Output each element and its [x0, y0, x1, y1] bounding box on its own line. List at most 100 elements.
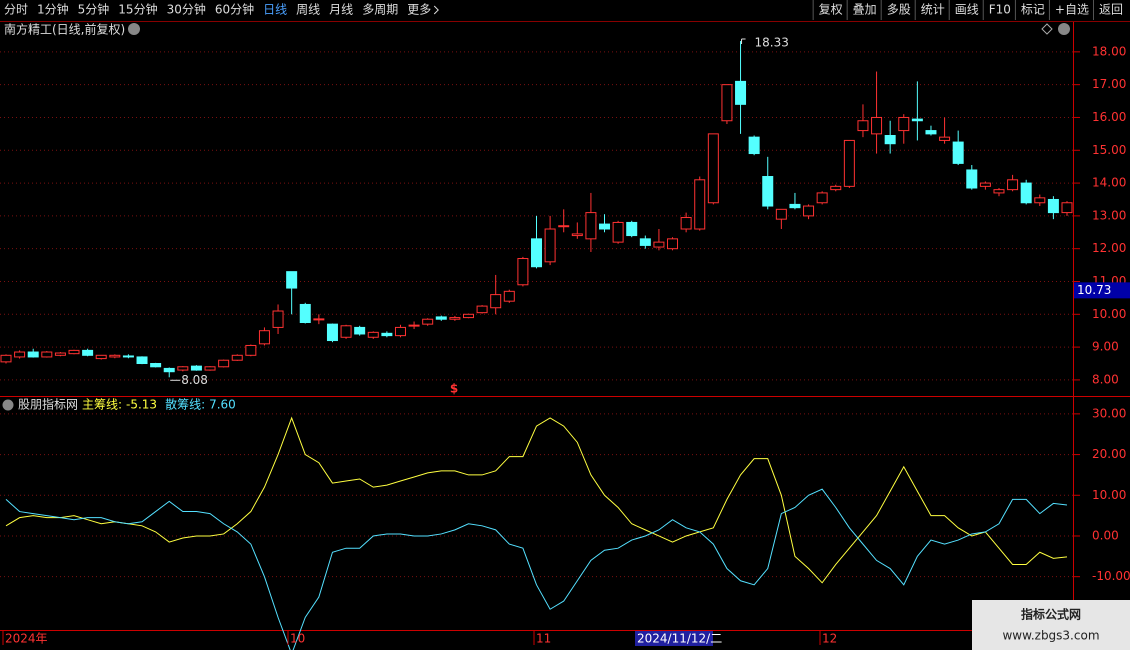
toolbar-tab[interactable]: 分时 — [4, 3, 28, 17]
y-tick-label: 14.00 — [1092, 176, 1126, 190]
candle-body — [898, 116, 910, 132]
toolbar-tab[interactable]: 60分钟 — [215, 2, 254, 17]
toolbar-tab[interactable]: 月线 — [329, 3, 353, 17]
x-tick-label: 10 — [290, 632, 305, 646]
candle-body — [1061, 202, 1073, 214]
event-marker: $ — [450, 382, 458, 396]
legend-name: 主筹线 — [82, 398, 118, 412]
candle-body — [925, 130, 937, 135]
candle-body — [680, 217, 692, 230]
candle-body — [367, 331, 379, 338]
toolbar-button[interactable]: F10 — [989, 3, 1011, 17]
y-tick-label: 13.00 — [1092, 208, 1126, 222]
candle-body — [626, 221, 638, 237]
candle-body — [1007, 179, 1019, 191]
candle-body — [871, 116, 883, 135]
candle-body — [816, 192, 828, 204]
toolbar-button[interactable]: 统计 — [921, 3, 945, 17]
candle-body — [163, 367, 175, 373]
candle-body — [449, 317, 461, 320]
toolbar-button[interactable]: +自选 — [1055, 3, 1089, 17]
candle-body — [190, 365, 202, 371]
indicator-line — [5, 416, 1068, 584]
candle-body — [707, 133, 719, 204]
y-tick-label: 30.00 — [1092, 406, 1126, 420]
candle-body — [381, 332, 393, 337]
toolbar-tab[interactable]: 日线 — [263, 3, 287, 17]
candle-body — [599, 223, 611, 230]
watermark-box — [972, 600, 1130, 650]
candle-body — [748, 136, 760, 155]
toolbar-button[interactable]: 复权 — [819, 3, 843, 17]
toolbar-button[interactable]: 画线 — [955, 3, 979, 17]
y-tick-label: 10.00 — [1092, 488, 1126, 502]
legend-colon: : — [118, 398, 122, 412]
candle-body — [27, 351, 39, 358]
candle-body — [0, 354, 12, 363]
candle-body — [558, 225, 570, 228]
y-tick-label: 9.00 — [1092, 340, 1119, 354]
candle-body — [667, 238, 679, 250]
dropdown-icon[interactable] — [128, 23, 140, 35]
candle-body — [857, 120, 869, 132]
cursor-date: 2024/11/12/二 — [637, 632, 722, 646]
y-tick-label: 10.00 — [1092, 307, 1126, 321]
candle-body — [354, 326, 366, 335]
candle-body — [884, 135, 896, 145]
toolbar-tab[interactable]: 更多 — [407, 3, 431, 17]
toolbar-tab[interactable]: 30分钟 — [167, 2, 206, 17]
dropdown-icon[interactable] — [1058, 23, 1070, 35]
dropdown-icon[interactable] — [2, 399, 14, 411]
toolbar-tab[interactable]: 5分钟 — [78, 2, 110, 17]
y-tick-label: 16.00 — [1092, 110, 1126, 124]
legend-colon: : — [201, 398, 205, 412]
candle-body — [422, 318, 434, 325]
toolbar-button[interactable]: 返回 — [1099, 3, 1123, 17]
candle-body — [462, 313, 474, 319]
legend-value: 7.60 — [209, 398, 236, 412]
candle-body — [286, 271, 298, 289]
candle-body — [68, 349, 80, 355]
candle-body — [952, 141, 964, 164]
candle-body — [843, 139, 855, 187]
toolbar-button[interactable]: 标记 — [1021, 3, 1045, 17]
candle-body — [490, 294, 502, 309]
candle-body — [612, 221, 624, 243]
candle-body — [585, 212, 597, 240]
toolbar-tab[interactable]: 15分钟 — [118, 2, 157, 17]
candle-body — [966, 169, 978, 189]
candle-body — [503, 290, 515, 302]
candle-body — [313, 318, 325, 321]
candle-body — [721, 84, 733, 122]
candle-body — [177, 366, 189, 371]
toolbar-button[interactable]: 多股 — [887, 3, 911, 17]
cursor-date-box — [635, 631, 713, 646]
y-tick-label: 20.00 — [1092, 447, 1126, 461]
y-tick-label: 18.00 — [1092, 44, 1126, 58]
more-arrow — [433, 5, 439, 15]
toolbar-tab[interactable]: 多周期 — [362, 3, 398, 17]
indicator-line — [5, 488, 1068, 650]
candle-body — [531, 238, 542, 268]
candle-body — [231, 354, 243, 361]
candle-body — [517, 258, 529, 286]
candle-body — [639, 238, 651, 246]
candle-body — [1047, 198, 1059, 214]
candle-body — [109, 354, 121, 358]
y-tick-label: 0.00 — [1092, 528, 1119, 542]
candle-body — [272, 310, 284, 328]
candle-body — [911, 118, 923, 122]
toolbar-tab[interactable]: 1分钟 — [37, 2, 69, 17]
candle-body — [979, 182, 991, 187]
candle-body — [939, 136, 951, 141]
y-tick-label: 15.00 — [1092, 143, 1126, 157]
candle-body — [41, 351, 53, 358]
legend-value: -5.13 — [126, 398, 157, 412]
candle-body — [340, 325, 352, 338]
candle-body — [571, 233, 583, 237]
candle-body — [299, 303, 311, 323]
toolbar-button[interactable]: 叠加 — [853, 3, 877, 17]
toolbar-tab[interactable]: 周线 — [296, 3, 320, 17]
